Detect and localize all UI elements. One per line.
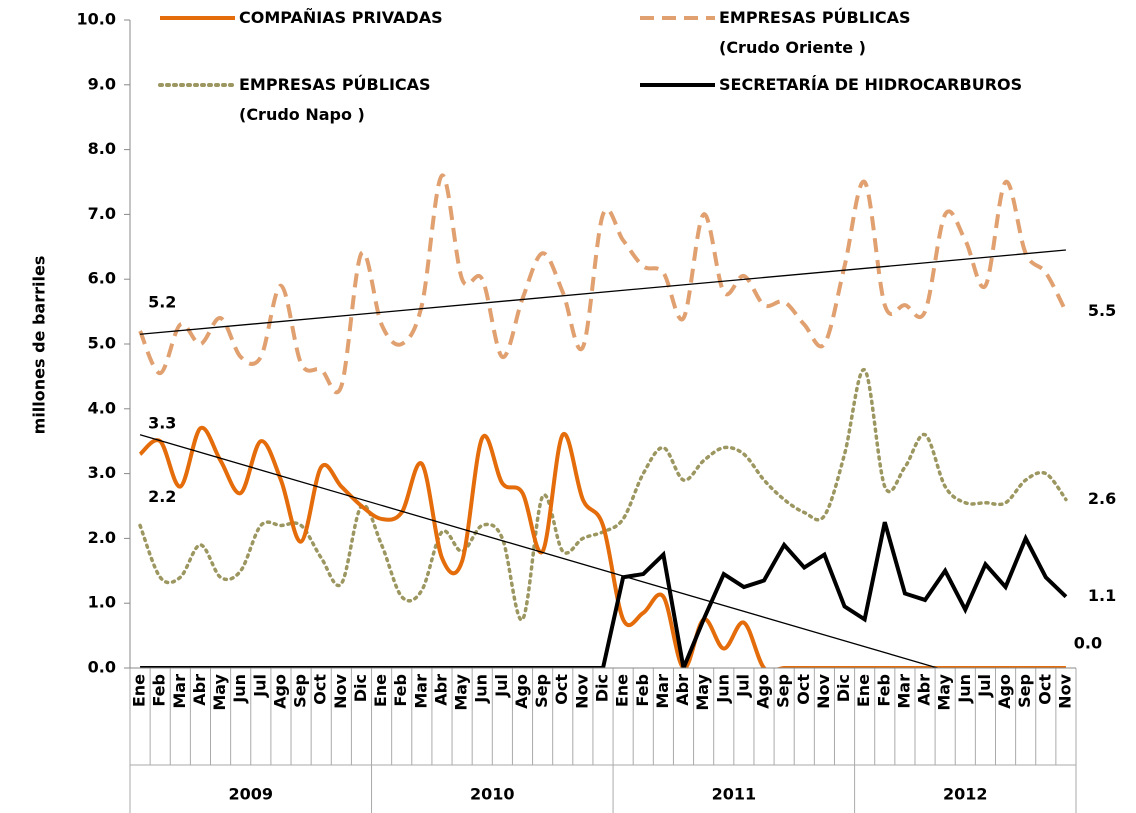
- year-label: 2011: [712, 785, 757, 804]
- trend-line: [140, 249, 1066, 335]
- x-tick-label: Ago: [754, 674, 773, 709]
- x-tick-label: Abr: [673, 674, 692, 706]
- x-tick-label: Nov: [572, 673, 591, 708]
- y-tick-label: 3.0: [88, 463, 116, 482]
- x-tick-label: Ene: [854, 674, 873, 707]
- x-tick-label: Ago: [995, 674, 1014, 709]
- y-tick-label: 6.0: [88, 269, 116, 288]
- series-line: [140, 521, 1068, 668]
- x-tick-label: Mar: [653, 674, 672, 709]
- x-tick-label: Feb: [391, 674, 410, 707]
- x-tick-label: Sep: [532, 674, 551, 708]
- year-label: 2010: [470, 785, 515, 804]
- x-tick-label: Jun: [713, 674, 732, 704]
- x-tick-label: Feb: [633, 674, 652, 707]
- x-tick-label: Ene: [371, 674, 390, 707]
- x-tick-label: Mar: [411, 674, 430, 709]
- x-tick-label: Dic: [351, 674, 370, 702]
- x-tick-label: Sep: [291, 674, 310, 708]
- x-tick-label: Dic: [593, 674, 612, 702]
- x-tick-label: Oct: [552, 674, 571, 705]
- y-tick-label: 2.0: [88, 528, 116, 547]
- y-tick-label: 0.0: [88, 658, 116, 677]
- x-tick-label: Mar: [170, 674, 189, 709]
- x-tick-label: Jun: [230, 674, 249, 704]
- x-tick-label: Sep: [774, 674, 793, 708]
- x-tick-label: Jul: [250, 674, 269, 698]
- data-label: 2.2: [148, 487, 176, 506]
- x-tick-label: Feb: [874, 674, 893, 707]
- x-tick-label: Abr: [190, 674, 209, 706]
- x-tick-label: Feb: [150, 674, 169, 707]
- data-label: 5.2: [148, 293, 176, 312]
- series-line: [138, 368, 1068, 622]
- x-tick-label: Jun: [472, 674, 491, 704]
- x-tick-label: Jun: [955, 674, 974, 704]
- y-tick-label: 8.0: [88, 139, 116, 158]
- y-tick-label: 10.0: [77, 10, 116, 29]
- legend-entry: SECRETARÍA DE HIDROCARBUROS: [719, 75, 1023, 94]
- x-tick-label: Oct: [794, 674, 813, 705]
- y-tick-label: 1.0: [88, 593, 116, 612]
- legend-entry: COMPAÑIAS PRIVADAS: [239, 8, 443, 27]
- series-line: [138, 173, 1068, 395]
- x-tick-label: Nov: [1055, 673, 1074, 708]
- legend-entry: EMPRESAS PÚBLICAS (Crudo Oriente ): [719, 8, 911, 57]
- data-label: 5.5: [1088, 301, 1116, 320]
- y-axis-label: millones de barriles: [30, 256, 49, 435]
- x-tick-label: Oct: [1035, 674, 1054, 705]
- x-tick-label: Dic: [834, 674, 853, 702]
- y-tick-label: 5.0: [88, 334, 116, 353]
- y-tick-label: 7.0: [88, 204, 116, 223]
- x-tick-label: Nov: [331, 673, 350, 708]
- x-tick-label: Ene: [130, 674, 149, 707]
- trend-line: [139, 434, 940, 668]
- data-label: 3.3: [148, 414, 176, 433]
- series-line: [138, 425, 1066, 668]
- x-tick-label: May: [452, 673, 471, 710]
- year-label: 2012: [943, 785, 988, 804]
- data-label: 2.6: [1088, 489, 1116, 508]
- x-tick-label: Abr: [431, 674, 450, 706]
- x-tick-label: May: [693, 673, 712, 710]
- data-label: 1.1: [1088, 586, 1116, 605]
- data-label: 0.0: [1074, 634, 1102, 653]
- x-tick-label: Mar: [894, 674, 913, 709]
- x-tick-label: Jul: [975, 674, 994, 698]
- x-tick-label: Sep: [1015, 674, 1034, 708]
- x-tick-label: May: [935, 673, 954, 710]
- x-tick-label: Jul: [492, 674, 511, 698]
- x-tick-label: Abr: [915, 674, 934, 706]
- x-tick-label: May: [210, 673, 229, 710]
- x-tick-label: Jul: [733, 674, 752, 698]
- legend-entry: EMPRESAS PÚBLICAS (Crudo Napo ): [239, 75, 431, 124]
- year-label: 2009: [229, 785, 274, 804]
- x-tick-label: Ago: [512, 674, 531, 709]
- x-tick-label: Nov: [814, 673, 833, 708]
- y-tick-label: 9.0: [88, 74, 116, 93]
- y-tick-label: 4.0: [88, 398, 116, 417]
- x-tick-label: Oct: [311, 674, 330, 705]
- x-tick-label: Ago: [270, 674, 289, 709]
- x-tick-label: Ene: [613, 674, 632, 707]
